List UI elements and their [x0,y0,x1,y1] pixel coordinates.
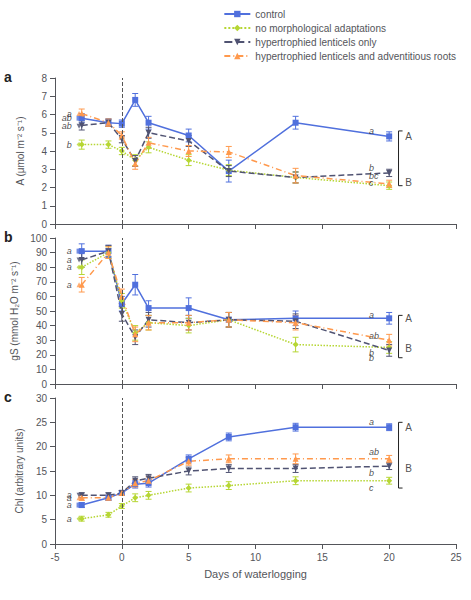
svg-text:7: 7 [41,91,47,102]
svg-text:ab: ab [369,331,379,341]
svg-text:20: 20 [36,441,48,452]
svg-text:0: 0 [119,552,125,563]
svg-text:c: c [369,177,374,188]
svg-text:Days of waterlogging: Days of waterlogging [204,568,307,580]
svg-text:c: c [4,389,12,405]
svg-text:a: a [67,109,72,119]
svg-text:0: 0 [41,379,47,390]
svg-text:10: 10 [250,552,262,563]
svg-text:b: b [369,353,374,363]
svg-text:100: 100 [30,233,47,244]
svg-text:gS (mmol H₂O m⁻² s⁻¹): gS (mmol H₂O m⁻² s⁻¹) [9,261,20,360]
svg-text:a: a [67,255,72,265]
svg-text:ab: ab [62,121,72,131]
svg-text:A: A [405,313,412,324]
svg-text:90: 90 [36,247,48,258]
svg-text:5: 5 [186,552,192,563]
svg-text:a: a [66,262,72,273]
svg-text:a: a [66,246,72,257]
svg-text:5: 5 [41,127,47,138]
svg-text:a: a [67,280,72,290]
svg-text:a: a [67,514,72,524]
svg-text:3: 3 [41,164,47,175]
svg-text:25: 25 [36,417,48,428]
svg-text:10: 10 [36,364,48,375]
svg-text:a: a [369,417,374,427]
svg-text:1: 1 [41,200,47,211]
svg-text:25: 25 [450,552,462,563]
svg-text:5: 5 [41,514,47,525]
svg-text:b: b [67,140,72,150]
svg-text:A: A [405,422,412,433]
svg-text:A: A [405,131,412,142]
svg-text:4: 4 [41,146,47,157]
svg-text:20: 20 [36,349,48,360]
svg-text:20: 20 [384,552,396,563]
svg-text:40: 40 [36,320,48,331]
svg-text:bc: bc [369,170,379,181]
svg-text:30: 30 [36,393,48,404]
svg-text:A (μmol m⁻² s⁻¹): A (μmol m⁻² s⁻¹) [15,117,26,186]
svg-text:b: b [369,468,374,478]
svg-text:8: 8 [41,73,47,84]
svg-text:70: 70 [36,276,48,287]
svg-text:-5: -5 [51,552,60,563]
svg-text:30: 30 [36,335,48,346]
svg-text:a: a [4,69,12,85]
svg-text:80: 80 [36,262,48,273]
svg-text:B: B [405,463,412,474]
svg-text:15: 15 [36,466,48,477]
svg-text:6: 6 [41,109,47,120]
svg-text:B: B [405,177,412,188]
svg-text:b: b [4,229,13,245]
svg-text:hypertrophied lenticels and ad: hypertrophied lenticels and adventitious… [255,51,456,62]
svg-text:a: a [67,493,72,503]
svg-text:control: control [255,9,285,20]
svg-text:a: a [369,310,374,320]
svg-text:10: 10 [36,490,48,501]
svg-text:0: 0 [41,219,47,230]
svg-text:c: c [369,483,374,493]
svg-text:a: a [369,126,374,136]
svg-text:no morphological adaptations: no morphological adaptations [255,23,386,34]
svg-text:B: B [405,343,412,354]
svg-text:ab: ab [369,447,379,457]
svg-text:2: 2 [41,182,47,193]
svg-text:Chl (arbitrary units): Chl (arbitrary units) [14,428,25,513]
svg-text:60: 60 [36,291,48,302]
svg-text:0: 0 [41,539,47,550]
svg-text:a: a [66,500,72,511]
svg-text:hypertrophied lenticels only: hypertrophied lenticels only [255,37,376,48]
svg-text:15: 15 [317,552,329,563]
svg-text:50: 50 [36,306,48,317]
svg-text:b: b [369,163,374,173]
